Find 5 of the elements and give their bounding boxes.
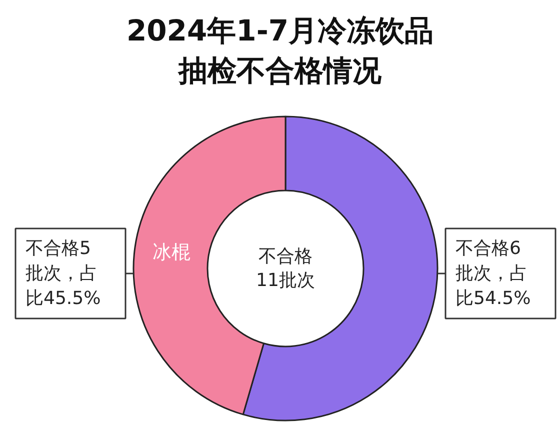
slice-label: 冰棍: [152, 241, 191, 264]
text: 不合格5批次，占比45.5%: [26, 238, 101, 309]
text: 不合格11批次: [256, 246, 315, 291]
text: 不合格6批次，占比54.5%: [456, 238, 531, 309]
chart-title: 2024年1-7月冷冻饮品抽检不合格情况: [126, 14, 434, 88]
